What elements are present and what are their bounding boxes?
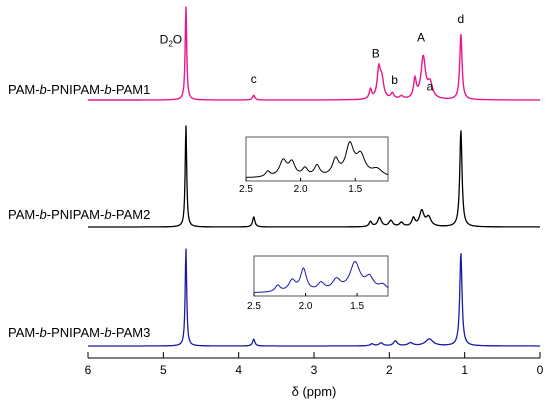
inset-tick-label-3-0: 2.5 [247, 301, 261, 312]
spectrum-panel-3: PAM-b-PNIPAM-b-PAM3 2.5 2.0 1.5 [8, 248, 540, 347]
inset-line-3 [254, 260, 389, 293]
x-tick-label-2: 4 [235, 363, 242, 377]
inset-3: 2.5 2.0 1.5 [247, 255, 389, 312]
x-tick-label-6: 0 [537, 363, 544, 377]
peak-annotation-1-5: a [427, 80, 434, 94]
x-tick-label-3: 3 [311, 363, 318, 377]
x-tick-label-1: 5 [160, 363, 167, 377]
inset-line-2 [246, 140, 389, 178]
peak-annotation-1-0: D2O [160, 33, 182, 49]
x-tick-label-0: 6 [85, 363, 92, 377]
inset-tick-label-2-2: 1.5 [348, 184, 362, 195]
peak-annotation-1-1: c [251, 72, 257, 86]
peak-annotation-1-2: B [372, 47, 380, 61]
x-tick-label-4: 2 [386, 363, 393, 377]
series-label-3: PAM-b-PNIPAM-b-PAM3 [8, 325, 150, 340]
inset-tick-label-2-0: 2.5 [239, 184, 253, 195]
x-axis-label: δ (ppm) [292, 384, 337, 399]
series-line-2 [88, 125, 540, 228]
inset-frame-2 [245, 136, 389, 182]
plot-area: PAM-b-PNIPAM-b-PAM1D2OcBbAadPAM-b-PNIPAM… [8, 6, 540, 347]
spectrum-panel-1: PAM-b-PNIPAM-b-PAM1 D2O c Bb Aa d [8, 6, 540, 101]
x-tick-label-5: 1 [461, 363, 468, 377]
spectrum-panel-2: PAM-b-PNIPAM-b-PAM2 2.5 2.0 1.5 [8, 125, 540, 228]
series-label-2: PAM-b-PNIPAM-b-PAM2 [8, 207, 150, 222]
inset-2: 2.5 2.0 1.5 [239, 136, 389, 195]
inset-tick-label-3-1: 2.0 [299, 301, 313, 312]
x-axis-ticks: 6 5 4 3 2 1 0 [85, 352, 544, 377]
series-label-1: PAM-b-PNIPAM-b-PAM1 [8, 82, 150, 97]
series-line-3 [88, 248, 540, 347]
series-line-1 [88, 6, 540, 101]
inset-frame-3 [253, 255, 389, 297]
inset-tick-label-3-2: 1.5 [350, 301, 364, 312]
peak-annotation-1-4: A [417, 31, 425, 45]
peak-annotation-1-6: d [458, 12, 465, 26]
peak-annotation-1-3: b [391, 73, 398, 87]
inset-tick-label-2-1: 2.0 [294, 184, 308, 195]
